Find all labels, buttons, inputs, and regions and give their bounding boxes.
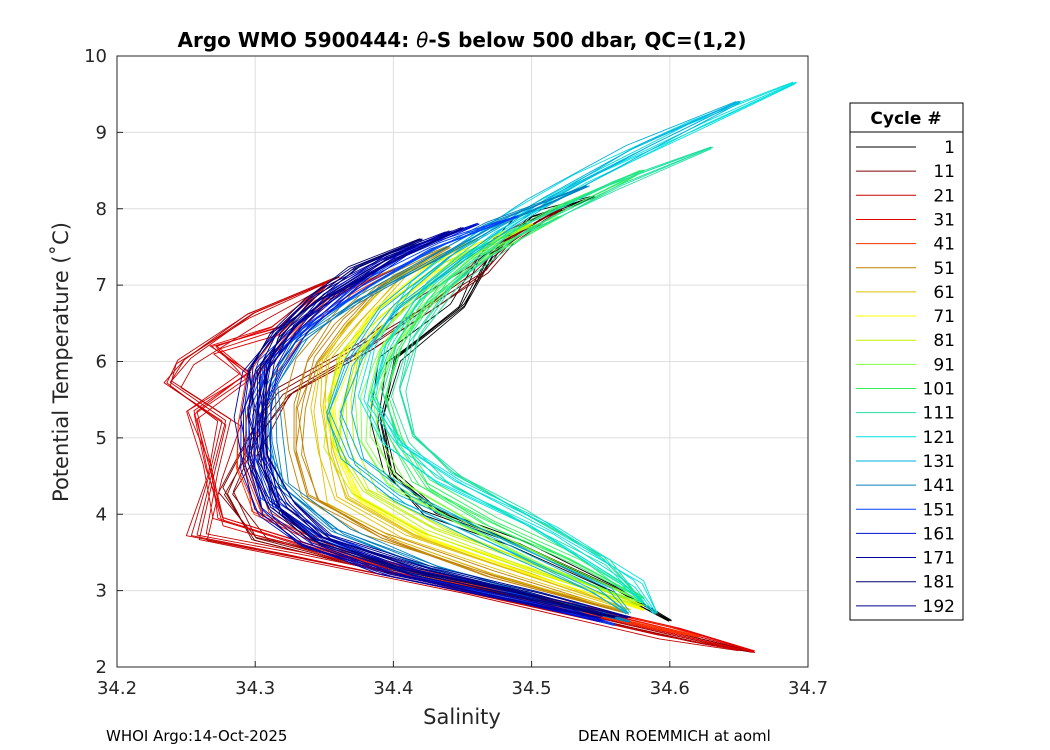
series-121 [357,81,797,615]
legend-label-31: 31 [933,210,955,230]
legend-label-91: 91 [933,355,955,375]
y-tick-label: 3 [96,581,107,602]
legend-label-192: 192 [923,597,955,617]
series-131-profile [326,101,738,615]
legend-label-11: 11 [933,162,955,182]
x-tick-label: 34.7 [788,678,828,699]
y-tick-label: 8 [96,199,107,220]
x-tick-label: 34.3 [235,678,275,699]
legend: Cycle # 11121314151617181911011111211311… [849,102,964,621]
y-tick-label: 9 [96,122,107,143]
legend-label-21: 21 [933,186,955,206]
series-131-profile [326,100,737,614]
y-tick-label: 5 [96,428,107,449]
y-tick-label: 4 [96,504,107,525]
x-axis-label: Salinity [423,705,501,729]
legend-label-141: 141 [923,476,955,496]
series-101-profile [380,169,645,598]
series-61-profile [310,238,629,611]
legend-label-81: 81 [933,331,955,351]
series-192-profile [261,227,631,619]
series-71-profile [323,231,643,611]
series-21-profile [163,276,739,651]
legend-label-41: 41 [933,235,955,255]
legend-label-101: 101 [923,380,955,400]
series-51-profile [301,246,629,615]
legend-label-71: 71 [933,307,955,327]
title-suffix: -S below 500 dbar, QC=(1,2) [428,28,746,52]
series-161-profile [260,223,604,622]
legend-label-51: 51 [933,259,955,279]
y-tick-label: 6 [96,352,107,373]
series-51-profile [295,245,629,614]
series-121-profile [363,82,794,614]
series-171-profile [240,231,599,619]
series-192-profile [257,227,629,618]
x-tick-label: 34.4 [373,678,413,699]
series-131-profile [328,100,739,614]
series-181-profile [256,238,615,618]
series-101-profile [386,171,646,600]
series-121-profile [375,81,797,614]
x-tick-label: 34.2 [97,678,137,699]
series-111-profile [399,146,712,602]
y-tick-label: 10 [84,46,107,67]
series-111 [382,146,714,604]
legend-label-1: 1 [944,138,955,158]
series-layer [163,81,797,653]
legend-label-111: 111 [923,404,955,424]
series-181 [247,238,617,619]
series-131-profile [351,100,741,614]
legend-label-131: 131 [923,452,955,472]
y-tick-label: 7 [96,275,107,296]
series-181-profile [247,238,615,618]
footer-credit: DEAN ROEMMICH at aoml [578,727,771,745]
series-61-profile [320,238,629,610]
x-tick-label: 34.5 [512,678,552,699]
series-81-profile [350,223,646,607]
legend-label-161: 161 [923,524,955,544]
legend-label-121: 121 [923,428,955,448]
series-131-profile [339,100,741,614]
legend-items: 1112131415161718191101111121131141151161… [856,138,955,617]
chart-title: Argo WMO 5900444: θ-S below 500 dbar, QC… [178,28,747,52]
series-192-profile [262,227,631,618]
title-theta-symbol: θ [416,28,428,52]
legend-title: Cycle # [870,109,941,129]
series-101-profile [384,170,645,600]
legend-label-181: 181 [923,573,955,593]
legend-label-171: 171 [923,549,955,569]
title-prefix: Argo WMO 5900444: [178,28,410,52]
axis-ticks: 34.2 34.3 34.4 34.5 34.6 34.7 2 3 4 5 6 7 8 9 10 [84,46,828,699]
series-81-profile [345,223,644,607]
x-tick-label: 34.6 [650,678,690,699]
series-71-profile [330,230,644,610]
y-tick-label: 2 [96,657,107,678]
legend-label-151: 151 [923,500,955,520]
legend-label-61: 61 [933,283,955,303]
series-171-profile [233,231,599,619]
series-91-profile [369,215,645,603]
series-192-profile [247,228,628,619]
series-161-profile [252,223,601,622]
series-121-profile [357,81,794,614]
series-192-profile [248,227,628,618]
footer-date: WHOI Argo:14-Oct-2025 [106,727,287,745]
y-axis-label: Potential Temperature (˚C) [49,222,73,502]
series-192-profile [265,227,631,618]
series-91-profile [354,215,641,603]
series-81-profile [327,223,641,607]
series-121-profile [366,83,796,615]
series-192 [247,227,631,619]
